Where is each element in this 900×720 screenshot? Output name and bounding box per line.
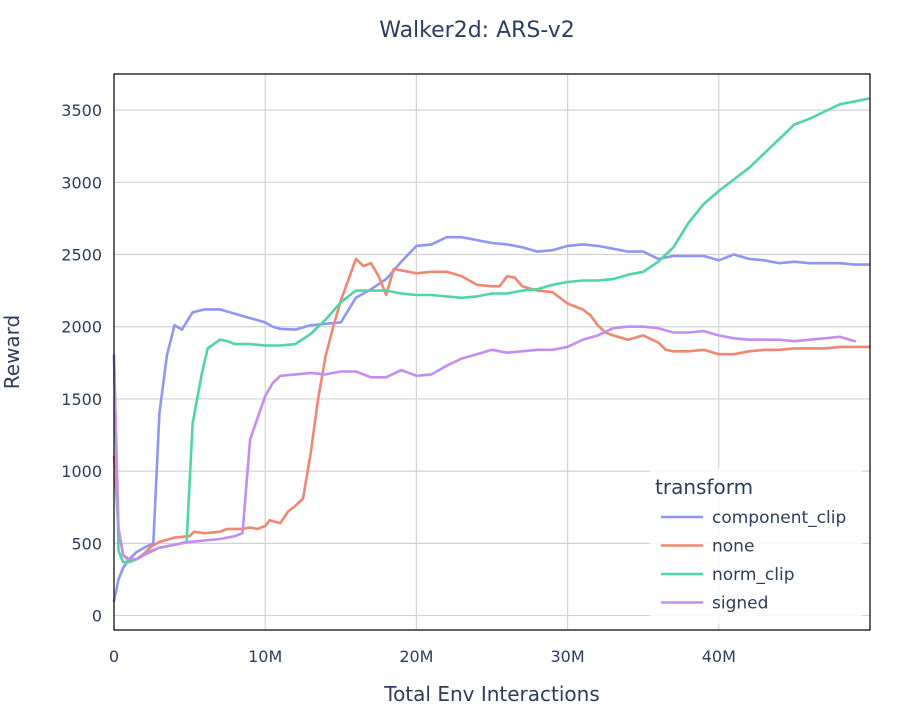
series-line-signed bbox=[112, 325, 857, 561]
series-line-component-clip bbox=[112, 235, 870, 603]
y-axis-label: Reward bbox=[0, 315, 24, 389]
x-tick-label: 20M bbox=[399, 647, 433, 666]
series-line-none bbox=[112, 257, 870, 562]
legend-label-norm-clip: norm_clip bbox=[712, 565, 795, 585]
y-tick-label: 2000 bbox=[61, 318, 102, 337]
y-tick-label: 3500 bbox=[61, 101, 102, 120]
chart-title: Walker2d: ARS-v2 bbox=[379, 18, 575, 43]
y-tick-label: 1000 bbox=[61, 462, 102, 481]
y-tick-label: 3000 bbox=[61, 173, 102, 192]
axis-ticks: 0 10M 20M 30M 40M 0 500 1000 1500 2000 2500 3000 350… bbox=[61, 101, 736, 666]
y-tick-label: 2500 bbox=[61, 246, 102, 265]
series-line-norm-clip bbox=[112, 97, 870, 564]
y-tick-label: 1500 bbox=[61, 390, 102, 409]
plot-frame bbox=[113, 73, 871, 631]
legend-label-signed: signed bbox=[712, 594, 768, 614]
legend-label-none: none bbox=[712, 537, 754, 557]
y-tick-label: 500 bbox=[71, 534, 102, 553]
grid bbox=[114, 74, 870, 630]
series-lines bbox=[112, 97, 870, 603]
legend-label-component-clip: component_clip bbox=[712, 508, 846, 528]
x-tick-label: 0 bbox=[109, 647, 119, 666]
x-tick-label: 40M bbox=[702, 647, 736, 666]
legend-title: transform bbox=[655, 475, 753, 499]
y-tick-label: 0 bbox=[92, 607, 102, 626]
x-tick-label: 30M bbox=[551, 647, 585, 666]
x-tick-label: 10M bbox=[248, 647, 282, 666]
x-axis-label: Total Env Interactions bbox=[383, 682, 600, 706]
